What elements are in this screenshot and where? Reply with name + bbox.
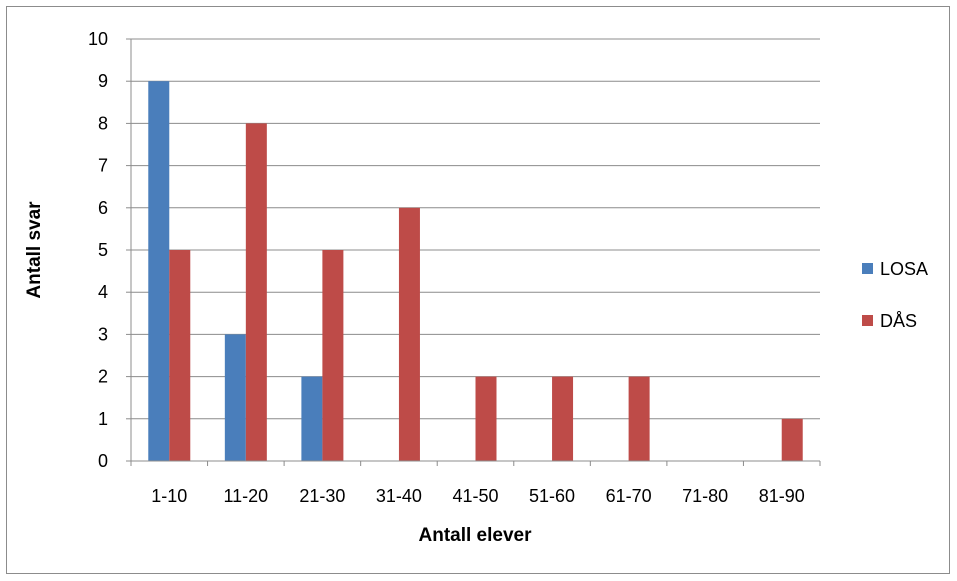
x-tick-label: 31-40 bbox=[376, 486, 422, 506]
x-tick-label: 61-70 bbox=[606, 486, 652, 506]
y-tick-label: 9 bbox=[98, 71, 108, 91]
x-tick-label: 81-90 bbox=[759, 486, 805, 506]
x-tick-label: 51-60 bbox=[529, 486, 575, 506]
y-axis-title: Antall svar bbox=[24, 201, 45, 299]
x-axis-title: Antall elever bbox=[419, 525, 533, 546]
bar-losa-21-30 bbox=[301, 376, 323, 461]
y-tick-label: 7 bbox=[98, 156, 108, 176]
y-tick-label: 3 bbox=[98, 324, 108, 344]
legend-label-das: DÅS bbox=[880, 311, 917, 331]
y-tick-label: 6 bbox=[98, 198, 108, 218]
bar-ds-51-60 bbox=[552, 376, 574, 461]
y-tick-label: 10 bbox=[88, 29, 108, 49]
y-tick-label: 8 bbox=[98, 113, 108, 133]
x-tick-label: 1-10 bbox=[151, 486, 187, 506]
bars bbox=[148, 81, 803, 462]
x-tick-label: 71-80 bbox=[682, 486, 728, 506]
bar-ds-81-90 bbox=[781, 418, 803, 461]
y-tick-label: 2 bbox=[98, 367, 108, 387]
legend-swatch-losa bbox=[862, 263, 873, 274]
bar-ds-41-50 bbox=[475, 376, 497, 461]
legend-swatch-das bbox=[862, 315, 873, 326]
y-tick-label: 1 bbox=[98, 409, 108, 429]
x-tick-label: 21-30 bbox=[299, 486, 345, 506]
bar-losa-11-20 bbox=[224, 334, 246, 461]
legend: LOSA DÅS bbox=[862, 259, 928, 331]
x-tick-label: 11-20 bbox=[223, 486, 268, 506]
y-tick-label: 4 bbox=[98, 282, 108, 302]
bar-ds-61-70 bbox=[628, 376, 650, 461]
y-tick-label: 0 bbox=[98, 451, 108, 471]
x-tick-label: 41-50 bbox=[452, 486, 498, 506]
bar-ds-21-30 bbox=[322, 250, 344, 461]
y-tick-label: 5 bbox=[98, 240, 108, 260]
axes bbox=[126, 38, 821, 466]
y-tick-labels: 0 1 2 3 4 5 6 7 8 9 10 bbox=[88, 29, 108, 471]
legend-label-losa: LOSA bbox=[880, 259, 928, 279]
bar-ds-11-20 bbox=[245, 123, 267, 462]
bar-ds-1-10 bbox=[169, 250, 191, 461]
bar-losa-1-10 bbox=[148, 81, 170, 461]
x-tick-labels: 1-10 11-20 21-30 31-40 41-50 51-60 61-70 71-80 8… bbox=[151, 486, 804, 506]
bar-ds-31-40 bbox=[398, 207, 420, 461]
